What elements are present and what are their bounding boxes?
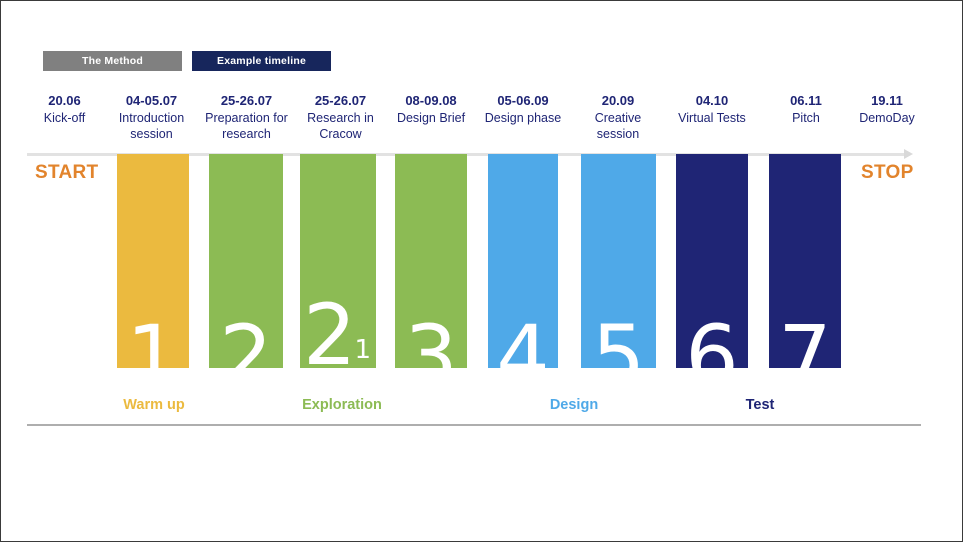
milestone-3: 25-26.07 Preparation for research [199, 93, 294, 143]
timeline-bar-8[interactable]: 7 [769, 154, 841, 368]
milestone-7: 20.09 Creative session [574, 93, 662, 143]
milestone-2: 04-05.07 Introduction session [104, 93, 199, 143]
milestone-date: 20.09 [601, 93, 635, 108]
milestone-description: Introduction session [118, 110, 185, 142]
phase-label-row: Warm up Exploration Design Test [1, 397, 962, 419]
timeline-bar-3[interactable]: 21 [300, 154, 376, 368]
phase-label-design: Design [549, 397, 599, 413]
milestone-description: Kick-off [43, 110, 86, 125]
milestone-date: 20.06 [48, 93, 81, 108]
timeline-bar-2[interactable]: 2 [209, 154, 283, 368]
timeline-arrow-icon [904, 149, 913, 159]
milestone-description: Pitch [792, 110, 820, 125]
milestone-description: Research in Cracow [307, 110, 374, 142]
milestone-date: 04.10 [695, 93, 729, 108]
timeline-bar-6[interactable]: 5 [581, 154, 656, 368]
milestone-description: Creative session [594, 110, 642, 142]
milestone-date: 08-09.08 [405, 93, 457, 108]
milestone-6: 05-06.09 Design phase [479, 93, 567, 126]
milestone-label-row: 20.06 Kick-off 04-05.07 Introduction sessio… [1, 93, 962, 151]
bar-number-subscript: 1 [354, 335, 371, 365]
phase-label-warm-up: Warm up [123, 397, 185, 413]
tab-bar: The Method Example timeline [43, 51, 331, 71]
milestone-date: 25-26.07 [220, 93, 273, 108]
timeline-bar-4[interactable]: 3 [395, 154, 467, 368]
timeline-bar-5[interactable]: 4 [488, 154, 558, 368]
tab-the-method[interactable]: The Method [43, 51, 182, 71]
phase-label-exploration: Exploration [302, 397, 382, 413]
milestone-date: 25-26.07 [314, 93, 367, 108]
milestone-5: 08-09.08 Design Brief [387, 93, 475, 126]
bar-number-label: 3 [404, 307, 458, 368]
milestone-description: Design Brief [396, 110, 466, 125]
bar-number-label: 2 [219, 307, 273, 368]
milestone-date: 05-06.09 [497, 93, 549, 108]
timeline-bar-1[interactable]: 1 [117, 154, 189, 368]
bar-number-label: 7 [778, 307, 832, 368]
timeline-bar-group: 1 2 21 3 4 5 6 7 [1, 154, 962, 368]
timeline-axis-line [27, 153, 907, 156]
milestone-date: 06.11 [790, 93, 822, 108]
milestone-date: 19.11 [871, 93, 903, 108]
milestone-description: DemoDay [859, 110, 915, 125]
tab-example-timeline[interactable]: Example timeline [192, 51, 331, 71]
milestone-1: 20.06 Kick-off [27, 93, 102, 126]
bottom-divider [27, 424, 921, 426]
milestone-description: Design phase [484, 110, 562, 125]
milestone-8: 04.10 Virtual Tests [668, 93, 756, 126]
start-label: START [35, 162, 99, 183]
milestone-description: Virtual Tests [678, 110, 746, 125]
bar-number-label: 5 [591, 307, 646, 368]
bar-number-label: 4 [496, 307, 550, 368]
bar-number-label: 1 [126, 307, 180, 368]
stop-label: STOP [861, 162, 914, 183]
bar-number-label: 21 [303, 286, 371, 368]
milestone-description: Preparation for research [205, 110, 288, 142]
timeline-bar-7[interactable]: 6 [676, 154, 748, 368]
milestone-4: 25-26.07 Research in Cracow [294, 93, 387, 143]
milestone-10: 19.11 DemoDay [843, 93, 931, 126]
milestone-9: 06.11 Pitch [762, 93, 850, 126]
phase-label-test: Test [745, 397, 775, 413]
milestone-date: 04-05.07 [125, 93, 178, 108]
bar-number-label: 6 [685, 307, 739, 368]
